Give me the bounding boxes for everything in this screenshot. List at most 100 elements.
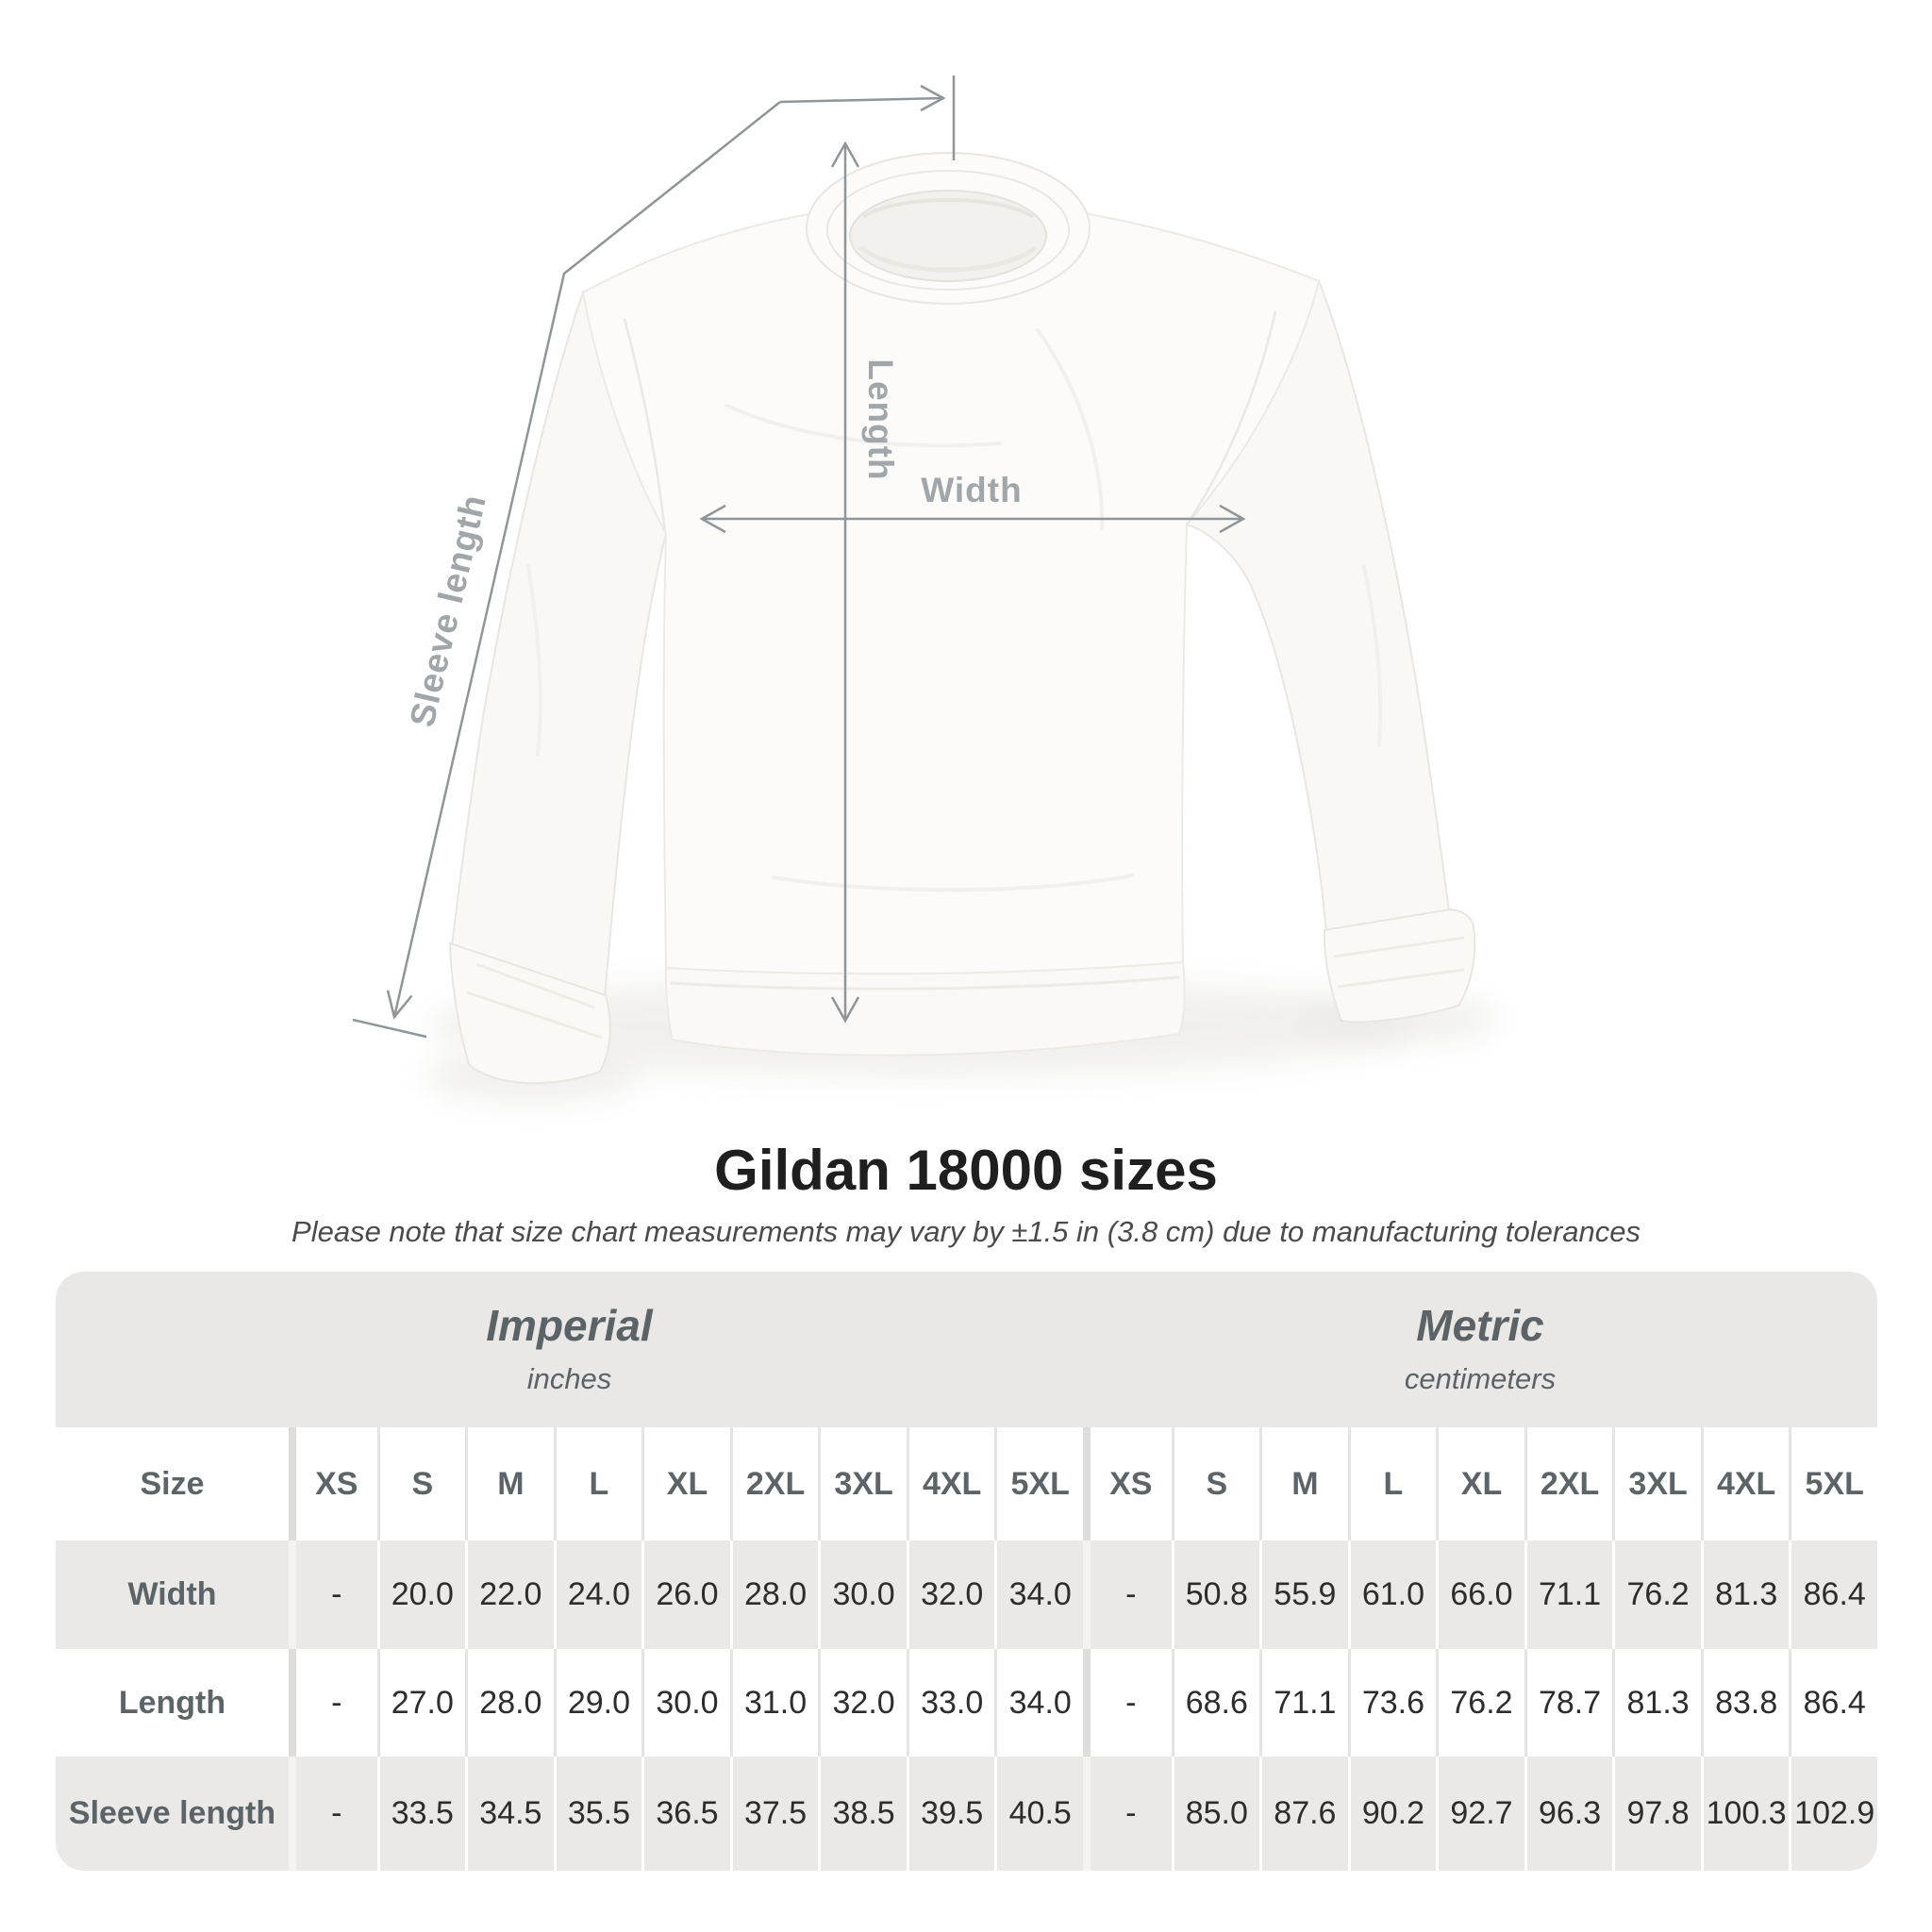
metric-unit-label: centimeters xyxy=(1404,1362,1557,1395)
value-imperial-3xl: 32.0 xyxy=(818,1649,907,1757)
value-imperial-4xl: 33.0 xyxy=(906,1649,995,1757)
value-metric-2xl: 96.3 xyxy=(1524,1757,1613,1871)
arrowhead xyxy=(386,990,413,1020)
value-imperial-xs: - xyxy=(289,1541,377,1649)
col-header-imperial-m: M xyxy=(465,1427,554,1541)
value-metric-3xl: 76.2 xyxy=(1612,1541,1701,1649)
value-metric-2xl: 71.1 xyxy=(1524,1541,1613,1649)
value-imperial-s: 33.5 xyxy=(376,1757,466,1871)
value-metric-m: 55.9 xyxy=(1259,1541,1348,1649)
value-imperial-2xl: 28.0 xyxy=(729,1541,819,1649)
value-metric-xl: 76.2 xyxy=(1436,1649,1524,1757)
sweatshirt-measurement-diagram: Width Length Sleeve length xyxy=(352,75,1498,1100)
value-metric-xl: 66.0 xyxy=(1436,1541,1524,1649)
tolerance-note: Please note that size chart measurements… xyxy=(291,1215,1641,1248)
value-imperial-s: 27.0 xyxy=(376,1649,466,1757)
hem-band xyxy=(664,960,1186,1057)
imperial-group-header: Imperial inches xyxy=(56,1272,1083,1427)
value-imperial-2xl: 31.0 xyxy=(729,1649,819,1757)
value-metric-s: 50.8 xyxy=(1171,1541,1260,1649)
col-header-metric-2xl: 2XL xyxy=(1524,1427,1613,1541)
value-imperial-2xl: 37.5 xyxy=(729,1757,819,1871)
col-header-imperial-2xl: 2XL xyxy=(729,1427,819,1541)
value-imperial-xs: - xyxy=(289,1757,377,1871)
sweatshirt-body xyxy=(581,199,1321,977)
value-imperial-4xl: 32.0 xyxy=(906,1541,995,1649)
col-header-imperial-5xl: 5XL xyxy=(994,1427,1083,1541)
value-metric-3xl: 97.8 xyxy=(1612,1757,1701,1871)
value-imperial-xl: 26.0 xyxy=(641,1541,730,1649)
value-metric-5xl: 86.4 xyxy=(1789,1541,1877,1649)
size-header-row: Size XS S M L XL 2XL 3XL 4XL 5XL XS S M L XL 2XL 3XL 4XL 5… xyxy=(56,1427,1877,1541)
arrowhead xyxy=(920,84,946,112)
right-cuff xyxy=(1323,908,1476,1024)
value-imperial-5xl: 34.0 xyxy=(994,1649,1083,1757)
value-imperial-xl: 36.5 xyxy=(641,1757,730,1871)
size-table: Imperial inches Metric centimeters Size X… xyxy=(56,1272,1877,1871)
value-metric-s: 68.6 xyxy=(1171,1649,1260,1757)
metric-group-title: Metric xyxy=(1416,1301,1544,1350)
value-imperial-3xl: 38.5 xyxy=(818,1757,907,1871)
arrowhead xyxy=(1219,504,1246,534)
col-header-imperial-xs: XS xyxy=(289,1427,377,1541)
left-cuff-ribbing xyxy=(466,962,603,1040)
value-metric-2xl: 78.7 xyxy=(1524,1649,1613,1757)
value-metric-l: 90.2 xyxy=(1347,1757,1437,1871)
col-header-imperial-xl: XL xyxy=(641,1427,730,1541)
value-imperial-l: 29.0 xyxy=(553,1649,642,1757)
value-imperial-m: 22.0 xyxy=(465,1541,554,1649)
diagram-svg: Width Length Sleeve length xyxy=(352,75,1498,1100)
size-table-body: Size XS S M L XL 2XL 3XL 4XL 5XL XS S M L XL 2XL 3XL 4XL 5… xyxy=(56,1427,1877,1871)
value-metric-5xl: 86.4 xyxy=(1789,1649,1877,1757)
value-imperial-s: 20.0 xyxy=(376,1541,466,1649)
heading-block: Gildan 18000 sizes Please note that size… xyxy=(0,1140,1932,1249)
arrowhead xyxy=(699,504,726,534)
value-metric-xl: 92.7 xyxy=(1436,1757,1524,1871)
value-metric-3xl: 81.3 xyxy=(1612,1649,1701,1757)
value-metric-xs: - xyxy=(1083,1649,1172,1757)
value-metric-xs: - xyxy=(1083,1757,1172,1871)
sweatshirt-illustration xyxy=(425,152,1498,1100)
value-metric-m: 71.1 xyxy=(1259,1649,1348,1757)
value-metric-xs: - xyxy=(1083,1541,1172,1649)
value-imperial-xl: 30.0 xyxy=(641,1649,730,1757)
col-header-imperial-4xl: 4XL xyxy=(906,1427,995,1541)
value-imperial-5xl: 40.5 xyxy=(994,1757,1083,1871)
value-imperial-xs: - xyxy=(289,1649,377,1757)
dimension-annotations xyxy=(352,75,1246,1039)
col-header-metric-xl: XL xyxy=(1436,1427,1524,1541)
value-metric-s: 85.0 xyxy=(1171,1757,1260,1871)
imperial-group-title: Imperial xyxy=(486,1301,653,1350)
hem-seam xyxy=(669,975,1180,991)
measurement-row-length: Length -27.0 28.0 29.0 30.0 31.0 32.0 33.0 34.0-… xyxy=(56,1649,1877,1757)
row-label: Sleeve length xyxy=(68,1795,276,1831)
value-imperial-m: 28.0 xyxy=(465,1649,554,1757)
size-corner-header: Size xyxy=(140,1465,205,1502)
seam-lines xyxy=(623,310,1277,534)
width-dimension-line xyxy=(699,504,1246,534)
col-header-metric-l: L xyxy=(1347,1427,1437,1541)
col-header-imperial-3xl: 3XL xyxy=(818,1427,907,1541)
value-imperial-l: 24.0 xyxy=(553,1541,642,1649)
value-imperial-4xl: 39.5 xyxy=(906,1757,995,1871)
value-metric-4xl: 100.3 xyxy=(1700,1757,1790,1871)
value-metric-l: 73.6 xyxy=(1347,1649,1437,1757)
value-metric-m: 87.6 xyxy=(1259,1757,1348,1871)
arrowhead xyxy=(830,996,860,1024)
collar xyxy=(806,152,1091,305)
measurement-row-width: Width -20.0 22.0 24.0 26.0 28.0 30.0 32.0 34.0-5… xyxy=(56,1541,1877,1649)
unit-group-header-row: Imperial inches Metric centimeters xyxy=(56,1272,1877,1427)
col-header-metric-4xl: 4XL xyxy=(1700,1427,1790,1541)
arrowhead xyxy=(830,141,860,168)
col-header-imperial-l: L xyxy=(553,1427,642,1541)
length-dimension-line xyxy=(830,141,860,1024)
length-dimension-label: Length xyxy=(861,358,900,480)
value-metric-4xl: 81.3 xyxy=(1700,1541,1790,1649)
value-imperial-m: 34.5 xyxy=(465,1757,554,1871)
sleeve-end-tick xyxy=(352,1018,427,1039)
value-imperial-l: 35.5 xyxy=(553,1757,642,1871)
right-sleeve xyxy=(1185,278,1451,934)
sleeve-length-dimension-line xyxy=(352,75,956,1039)
col-header-metric-s: S xyxy=(1171,1427,1260,1541)
